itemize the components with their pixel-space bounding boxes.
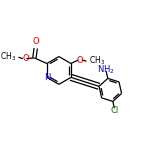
Text: N: N (44, 73, 50, 82)
Text: O: O (22, 54, 29, 63)
Text: O: O (32, 37, 39, 46)
Text: Cl: Cl (111, 106, 119, 115)
Text: NH$_2$: NH$_2$ (97, 64, 115, 76)
Text: CH$_3$: CH$_3$ (89, 55, 105, 67)
Text: CH$_3$: CH$_3$ (0, 51, 16, 63)
Text: O: O (77, 55, 83, 64)
